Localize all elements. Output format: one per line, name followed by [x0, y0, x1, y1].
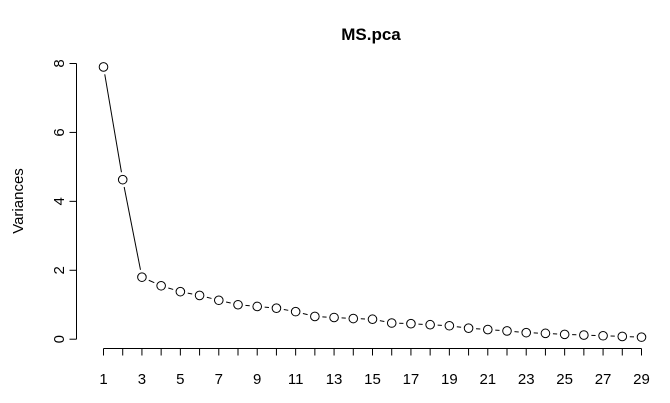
data-point — [425, 319, 435, 330]
y-axis-label: Variances — [10, 168, 27, 234]
data-point — [137, 272, 147, 282]
data-point — [502, 326, 512, 336]
data-point — [386, 318, 397, 328]
data-point — [194, 290, 205, 301]
data-point — [463, 323, 474, 333]
chart-title: MS.pca — [341, 25, 401, 44]
x-tick-label: 23 — [518, 371, 535, 388]
data-point — [98, 62, 109, 72]
data-point — [559, 329, 570, 340]
data-point — [540, 328, 551, 339]
x-tick-label: 11 — [288, 371, 304, 388]
data-point — [156, 280, 166, 291]
x-tick-label: 27 — [595, 371, 612, 388]
x-tick-label: 15 — [364, 371, 381, 388]
series-segment — [302, 312, 308, 316]
x-tick-label: 29 — [633, 371, 650, 388]
series-segment — [379, 320, 385, 323]
data-points — [98, 62, 647, 342]
x-axis: 1 3 5 7 9 11 13 15 17 19 21 23 25 27 29 — [99, 348, 650, 388]
x-tick-label: 25 — [556, 371, 573, 388]
series-segment — [148, 279, 155, 284]
data-point — [598, 330, 608, 341]
series-segment — [225, 301, 231, 304]
data-point — [348, 313, 359, 324]
data-point — [233, 299, 243, 310]
x-tick-label: 5 — [176, 371, 184, 388]
data-point — [310, 311, 320, 322]
data-point — [406, 318, 416, 329]
x-tick-label: 9 — [253, 371, 261, 388]
y-axis: 0 2 4 6 8 — [51, 59, 77, 343]
data-point — [213, 295, 224, 306]
x-tick-label: 21 — [479, 371, 496, 388]
y-tick-label: 4 — [51, 197, 68, 205]
x-tick-label: 19 — [441, 371, 458, 388]
data-point — [290, 306, 301, 317]
data-point — [636, 332, 647, 342]
data-point — [252, 301, 263, 312]
data-point — [444, 320, 455, 331]
x-tick-label: 3 — [138, 371, 146, 388]
data-point — [482, 324, 493, 335]
data-point — [579, 330, 589, 340]
series-segment — [104, 74, 122, 173]
data-point — [617, 331, 628, 342]
x-tick-label: 17 — [403, 371, 420, 388]
data-point — [117, 174, 128, 185]
data-point — [521, 327, 532, 338]
y-tick-label: 2 — [51, 266, 68, 274]
y-tick-label: 0 — [51, 335, 68, 343]
series-segment — [206, 296, 212, 299]
series-lines — [104, 74, 635, 338]
data-point — [367, 314, 378, 325]
data-point — [175, 286, 186, 297]
x-tick-label: 1 — [99, 371, 107, 388]
data-point — [329, 312, 339, 323]
series-segment — [187, 292, 193, 295]
series-segment — [456, 326, 462, 328]
series-segment — [283, 309, 289, 311]
series-segment — [123, 186, 141, 270]
y-tick-label: 8 — [51, 59, 68, 67]
x-tick-label: 13 — [326, 371, 343, 388]
x-tick-label: 7 — [215, 371, 223, 388]
y-tick-label: 6 — [51, 128, 68, 136]
series-segment — [168, 287, 174, 290]
data-point — [271, 303, 282, 313]
